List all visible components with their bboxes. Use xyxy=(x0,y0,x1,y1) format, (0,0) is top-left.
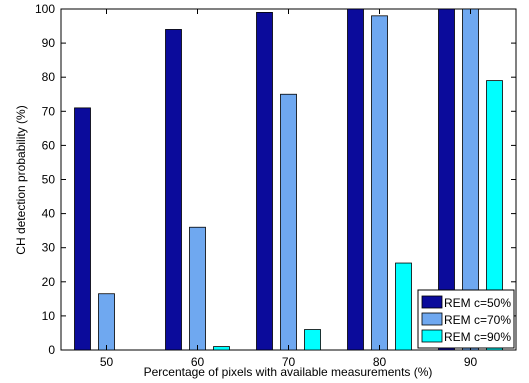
y-tick-label: 0 xyxy=(48,343,55,357)
y-tick-label: 40 xyxy=(42,207,56,221)
legend-swatch xyxy=(421,329,443,343)
bar-70-series-3 xyxy=(304,329,321,351)
bar-70-series-1 xyxy=(256,12,273,351)
x-tick-label: 60 xyxy=(191,355,205,369)
y-tick-label: 90 xyxy=(42,36,56,50)
legend: REM c=50% REM c=70% REM c=90% xyxy=(417,289,515,349)
bar-60-series-3 xyxy=(213,346,230,351)
x-tick-label: 80 xyxy=(373,355,387,369)
x-tick-label: 50 xyxy=(100,355,114,369)
y-tick-label: 30 xyxy=(42,241,56,255)
bar-80-series-1 xyxy=(347,8,364,351)
y-axis: 0 10 20 30 40 50 60 70 80 90 100 xyxy=(35,2,516,357)
y-tick-label: 20 xyxy=(42,275,56,289)
y-tick-label: 70 xyxy=(42,104,56,118)
legend-entry-label: REM c=50% xyxy=(444,296,511,310)
y-tick-label: 60 xyxy=(42,138,56,152)
bar-50-series-2 xyxy=(98,293,115,351)
x-tick-label: 70 xyxy=(282,355,296,369)
bar-60-series-2 xyxy=(189,226,206,351)
y-tick-label: 10 xyxy=(42,309,56,323)
bar-80-series-2 xyxy=(371,15,388,351)
bar-60-series-1 xyxy=(165,29,182,351)
bar-90-series-1 xyxy=(438,8,455,351)
bars-group xyxy=(74,8,503,351)
bar-50-series-1 xyxy=(74,107,91,351)
bar-80-series-3 xyxy=(395,262,412,351)
y-tick-label: 100 xyxy=(35,2,55,16)
legend-swatch xyxy=(421,295,443,309)
x-axis-label: Percentage of pixels with available meas… xyxy=(144,365,433,379)
bar-90-series-3 xyxy=(486,80,503,351)
y-tick-label: 80 xyxy=(42,70,56,84)
legend-entry-label: REM c=90% xyxy=(444,330,511,344)
legend-swatch xyxy=(421,312,443,326)
x-axis: 50 60 70 80 90 xyxy=(100,9,478,369)
bar-70-series-2 xyxy=(280,93,297,351)
x-tick-label: 90 xyxy=(464,355,478,369)
legend-entry-label: REM c=70% xyxy=(444,313,511,327)
y-axis-label: CH detection probability (%) xyxy=(14,105,28,254)
y-tick-label: 50 xyxy=(42,173,56,187)
